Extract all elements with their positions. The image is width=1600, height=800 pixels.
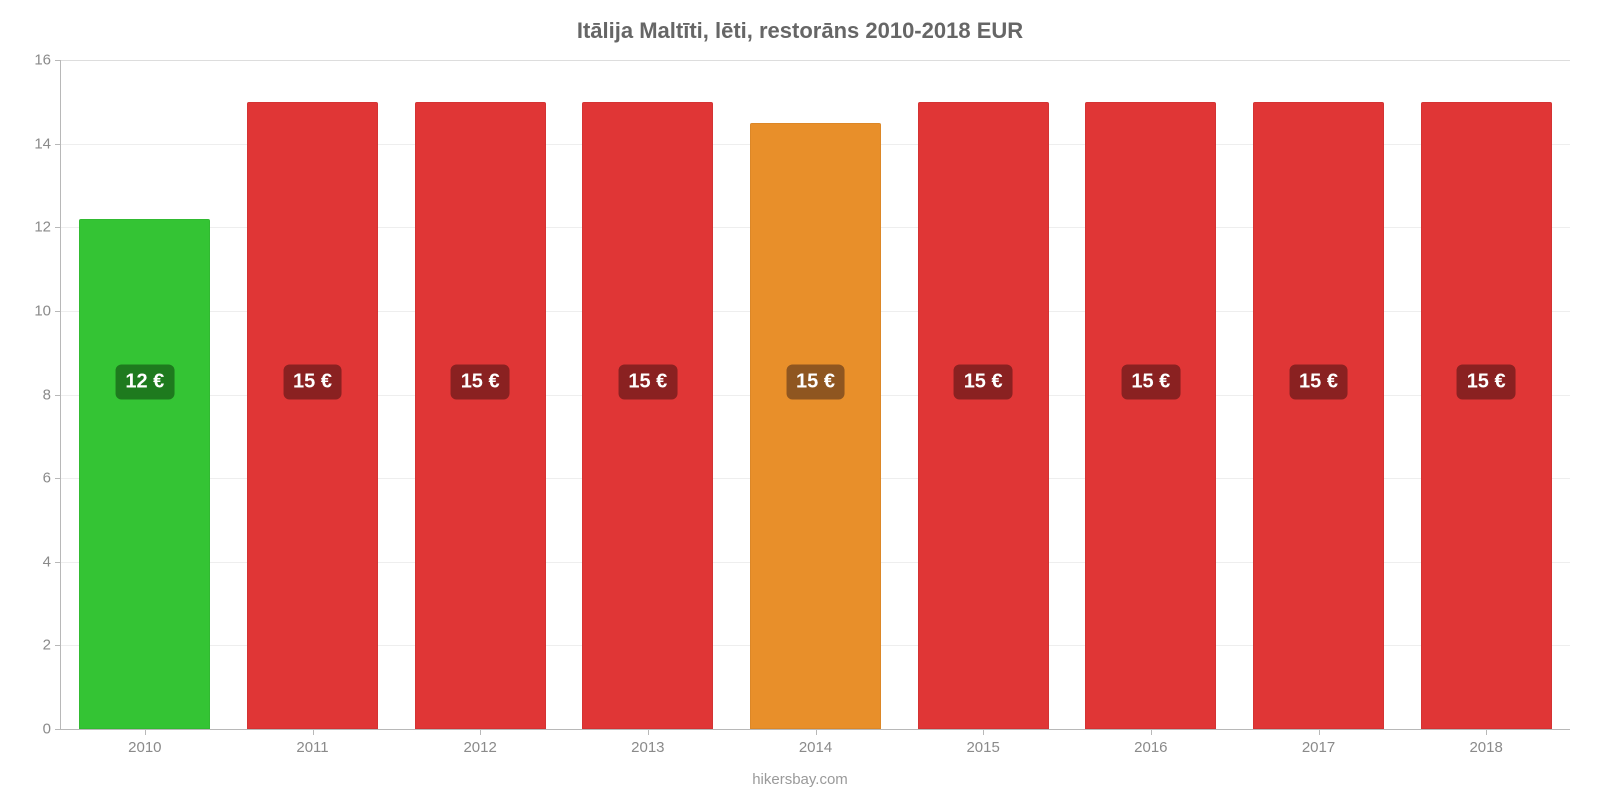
- x-axis-label: 2014: [799, 739, 832, 756]
- x-tick: [480, 729, 481, 735]
- x-axis-label: 2013: [631, 739, 664, 756]
- x-axis-label: 2011: [296, 739, 328, 756]
- y-axis-label: 2: [43, 637, 51, 654]
- x-tick: [816, 729, 817, 735]
- x-tick: [648, 729, 649, 735]
- y-tick: [55, 562, 61, 563]
- value-badge: 15 €: [1121, 364, 1180, 399]
- y-tick: [55, 395, 61, 396]
- y-tick: [55, 311, 61, 312]
- x-axis-label: 2018: [1469, 739, 1502, 756]
- plot-top-border: [61, 60, 1570, 61]
- x-tick: [1319, 729, 1320, 735]
- bar: [1085, 102, 1216, 729]
- x-axis-label: 2015: [966, 739, 999, 756]
- y-axis-label: 0: [43, 721, 51, 738]
- y-axis-label: 14: [34, 135, 51, 152]
- bar: [1421, 102, 1552, 729]
- bar-chart: Itālija Maltīti, lēti, restorāns 2010-20…: [0, 0, 1600, 800]
- value-badge: 15 €: [1289, 364, 1348, 399]
- y-tick: [55, 227, 61, 228]
- x-axis-label: 2010: [128, 739, 161, 756]
- y-axis-label: 10: [34, 302, 51, 319]
- y-axis-label: 12: [34, 219, 51, 236]
- value-badge: 15 €: [283, 364, 342, 399]
- x-tick: [145, 729, 146, 735]
- value-badge: 15 €: [1457, 364, 1516, 399]
- x-tick: [313, 729, 314, 735]
- y-axis-label: 6: [43, 470, 51, 487]
- plot-area: 0246810121416201012 €201115 €201215 €201…: [60, 60, 1570, 730]
- value-badge: 15 €: [786, 364, 845, 399]
- bar: [415, 102, 546, 729]
- x-tick: [1486, 729, 1487, 735]
- y-tick: [55, 478, 61, 479]
- y-axis-label: 4: [43, 553, 51, 570]
- value-badge: 12 €: [115, 364, 174, 399]
- bar: [582, 102, 713, 729]
- value-badge: 15 €: [618, 364, 677, 399]
- y-tick: [55, 60, 61, 61]
- x-tick: [983, 729, 984, 735]
- x-axis-label: 2016: [1134, 739, 1167, 756]
- bar: [750, 123, 881, 729]
- x-axis-label: 2012: [463, 739, 496, 756]
- value-badge: 15 €: [451, 364, 510, 399]
- y-axis-label: 16: [34, 52, 51, 69]
- bar: [247, 102, 378, 729]
- y-tick: [55, 645, 61, 646]
- value-badge: 15 €: [954, 364, 1013, 399]
- y-tick: [55, 144, 61, 145]
- bar: [79, 219, 210, 729]
- x-axis-label: 2017: [1302, 739, 1335, 756]
- y-tick: [55, 729, 61, 730]
- y-axis-label: 8: [43, 386, 51, 403]
- chart-title: Itālija Maltīti, lēti, restorāns 2010-20…: [0, 18, 1600, 44]
- bar: [1253, 102, 1384, 729]
- bar: [918, 102, 1049, 729]
- x-tick: [1151, 729, 1152, 735]
- credit-text: hikersbay.com: [0, 771, 1600, 788]
